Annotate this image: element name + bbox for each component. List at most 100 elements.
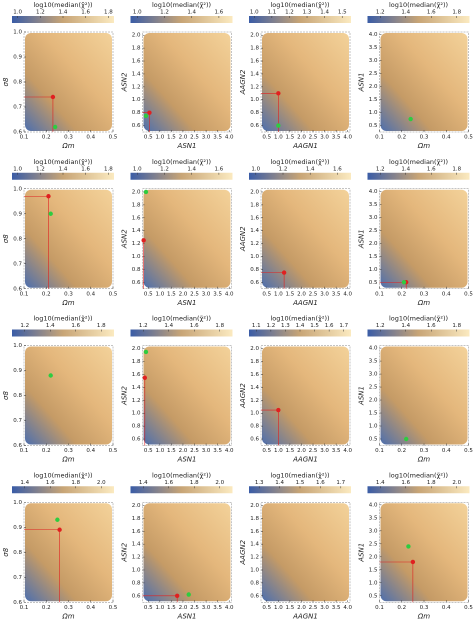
y-tick-label: 1.8 (250, 202, 259, 208)
y-tick-label: 1.0 (369, 267, 378, 273)
x-tick-label: 1.0 (155, 135, 164, 141)
marker (276, 407, 281, 413)
x-tick-label: 3.0 (202, 135, 211, 141)
colorbar (249, 172, 351, 180)
y-tick-label: 0.8 (13, 550, 22, 556)
x-tick-label: 0.3 (64, 135, 73, 141)
x-tick-label: 0.3 (420, 135, 429, 141)
y-tick-label: 1.4 (250, 385, 259, 391)
x-tick-label: 0.4 (86, 135, 95, 141)
x-axis-label: Ωm (61, 612, 74, 620)
x-tick-label: 3.5 (213, 291, 222, 297)
y-tick-label: 2.0 (250, 189, 259, 195)
x-tick-label: 2.0 (297, 605, 306, 611)
y-tick-label: 1.5 (369, 254, 378, 260)
y-tick-label: 1.2 (250, 84, 259, 90)
plot-frame (260, 188, 351, 289)
x-tick-label: 3.0 (320, 135, 329, 141)
y-tick-label: 2.0 (369, 554, 378, 560)
y-tick-label: 1.0 (132, 97, 141, 103)
colorbar-label: log10(median(χ̃²)) (270, 315, 329, 323)
colorbar-tick-label: 1.2 (36, 10, 45, 16)
x-tick-label: 0.2 (42, 448, 51, 454)
colorbar (130, 329, 233, 337)
heatmap-surface (25, 33, 112, 131)
y-tick-label: 0.5 (369, 593, 378, 599)
y-tick-label: 0.8 (250, 267, 259, 273)
plot-frame (379, 188, 469, 289)
x-tick-label: 0.5 (262, 605, 271, 611)
y-tick-label: 0.6 (250, 280, 259, 286)
x-tick-label: 2.0 (297, 448, 306, 454)
colorbar-tick-label: 1.5 (338, 10, 347, 16)
x-tick-label: 0.2 (42, 291, 51, 297)
x-tick-label: 0.1 (20, 448, 29, 454)
colorbar-tick-label: 2.0 (452, 480, 461, 486)
plot-frame (379, 31, 469, 133)
y-tick-label: 1.6 (250, 215, 259, 221)
y-tick-label: 0.8 (13, 80, 22, 86)
plot-frame (379, 345, 469, 446)
y-tick-label: 1.8 (132, 46, 141, 52)
colorbar-tick-label: 1.6 (401, 480, 410, 486)
y-tick-label: 1.8 (132, 202, 141, 208)
colorbar (130, 172, 233, 180)
y-tick-label: 0.8 (132, 267, 141, 273)
y-tick-label: 0.6 (250, 593, 259, 599)
marker (186, 592, 191, 597)
y-tick-label: 1.2 (250, 555, 259, 561)
heatmap-surface (380, 189, 468, 288)
y-tick-label: 0.8 (132, 110, 141, 116)
x-tick-label: 2.5 (190, 448, 199, 454)
x-tick-label: 4.0 (225, 291, 234, 297)
colorbar-tick-label: 1.0 (250, 10, 259, 16)
marker (147, 110, 152, 115)
y-tick-label: 1.8 (250, 46, 259, 52)
x-tick-label: 0.5 (464, 291, 473, 297)
heatmap-surface (25, 503, 112, 602)
colorbar-tick-label: 1.4 (139, 480, 148, 486)
plot-frame (142, 31, 232, 133)
marker (46, 194, 51, 199)
plot-frame (260, 345, 351, 446)
colorbar-tick-label: 1.8 (215, 323, 224, 329)
y-axis-label: σ8 (2, 391, 10, 400)
colorbar (249, 329, 351, 337)
plot-frame (260, 31, 351, 133)
y-tick-label: 1.4 (132, 542, 141, 548)
y-tick-label: 0.9 (13, 55, 22, 61)
x-tick-label: 0.1 (20, 291, 29, 297)
y-tick-label: 1.0 (250, 567, 259, 573)
y-tick-label: 0.6 (250, 123, 259, 129)
x-tick-label: 4.0 (343, 135, 352, 141)
y-tick-label: 1.2 (250, 241, 259, 247)
x-tick-label: 2.0 (297, 291, 306, 297)
marker (57, 527, 62, 532)
x-tick-label: 0.5 (262, 291, 271, 297)
x-tick-label: 0.4 (442, 135, 451, 141)
y-tick-label: 1.6 (132, 215, 141, 221)
x-tick-label: 0.4 (86, 291, 95, 297)
y-tick-label: 0.8 (132, 424, 141, 430)
y-tick-label: 1.6 (132, 529, 141, 535)
colorbar-tick-label: 1.0 (13, 10, 22, 16)
x-tick-label: 0.1 (375, 605, 384, 611)
y-tick-label: 2.0 (132, 33, 141, 39)
x-tick-label: 0.5 (109, 135, 118, 141)
colorbar-tick-label: 1.4 (401, 10, 410, 16)
heatmap-surface (143, 189, 231, 288)
colorbar (249, 486, 351, 494)
y-axis-label: ASN2 (121, 542, 129, 562)
y-tick-label: 1.4 (132, 71, 141, 77)
x-axis-label: Ωm (61, 456, 74, 464)
x-tick-label: 0.4 (442, 605, 451, 611)
x-tick-label: 0.5 (109, 605, 118, 611)
colorbar-tick-label: 1.4 (320, 10, 329, 16)
y-tick-label: 1.0 (250, 411, 259, 417)
y-tick-label: 1.4 (250, 71, 259, 77)
y-tick-label: 0.6 (13, 600, 22, 606)
marker (143, 113, 149, 119)
colorbar-tick-label: 1.6 (325, 323, 334, 329)
colorbar-tick-label: 1.2 (376, 10, 385, 16)
y-tick-label: 0.6 (13, 130, 22, 136)
